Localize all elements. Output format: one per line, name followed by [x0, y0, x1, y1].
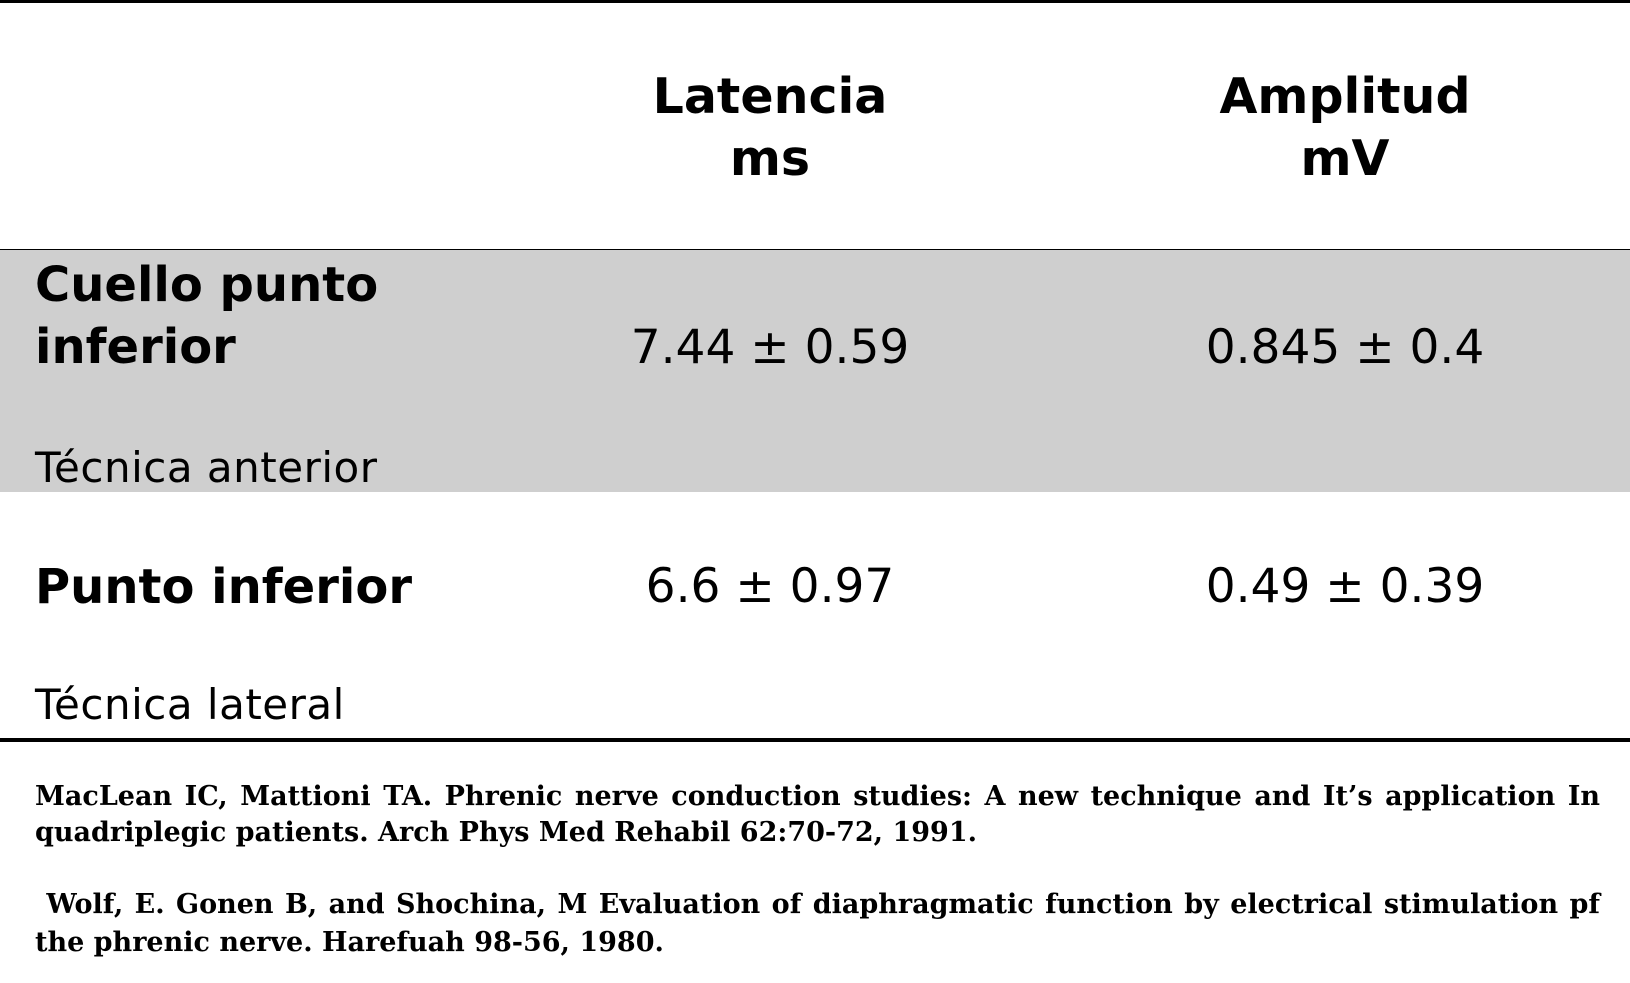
technique-label-row2: Técnica lateral [35, 680, 345, 729]
header-latency-unit: ms [729, 130, 811, 187]
latency-value-row1: 7.44 ± 0.59 [630, 320, 910, 375]
technique-label-row1: Técnica anterior [35, 443, 378, 492]
amplitude-value-row2: 0.49 ± 0.39 [1205, 559, 1485, 614]
row-label-line2: inferior [35, 319, 236, 375]
row-label-line1: Punto inferior [35, 559, 412, 615]
header-latency-title: Latencia [652, 68, 888, 125]
shaded-row [0, 250, 1630, 492]
reference-2: ⁦ Wolf, E. Gonen B, and Shochina, M Eval… [35, 887, 1600, 961]
reference-1: MacLean IC, Mattioni TA. Phrenic nerve c… [35, 781, 1600, 848]
table-bottom-border [0, 738, 1630, 742]
header-amplitude: Amplitud mV [1135, 66, 1555, 190]
header-latency: Latencia ms [560, 66, 980, 190]
header-amplitude-unit: mV [1300, 130, 1390, 187]
references: MacLean IC, Mattioni TA. Phrenic nerve c… [35, 779, 1600, 961]
row-label-cuello: Cuello punto inferior [35, 254, 378, 378]
amplitude-value-row1: 0.845 ± 0.4 [1205, 320, 1485, 375]
row-label-line1: Cuello punto [35, 257, 379, 313]
latency-value-row2: 6.6 ± 0.97 [645, 559, 895, 614]
top-border [0, 0, 1630, 3]
row-label-punto: Punto inferior [35, 556, 412, 618]
reference-2-text: Wolf, E. Gonen B, and Shochina, M Evalua… [35, 889, 1600, 958]
header-amplitude-title: Amplitud [1219, 68, 1471, 125]
